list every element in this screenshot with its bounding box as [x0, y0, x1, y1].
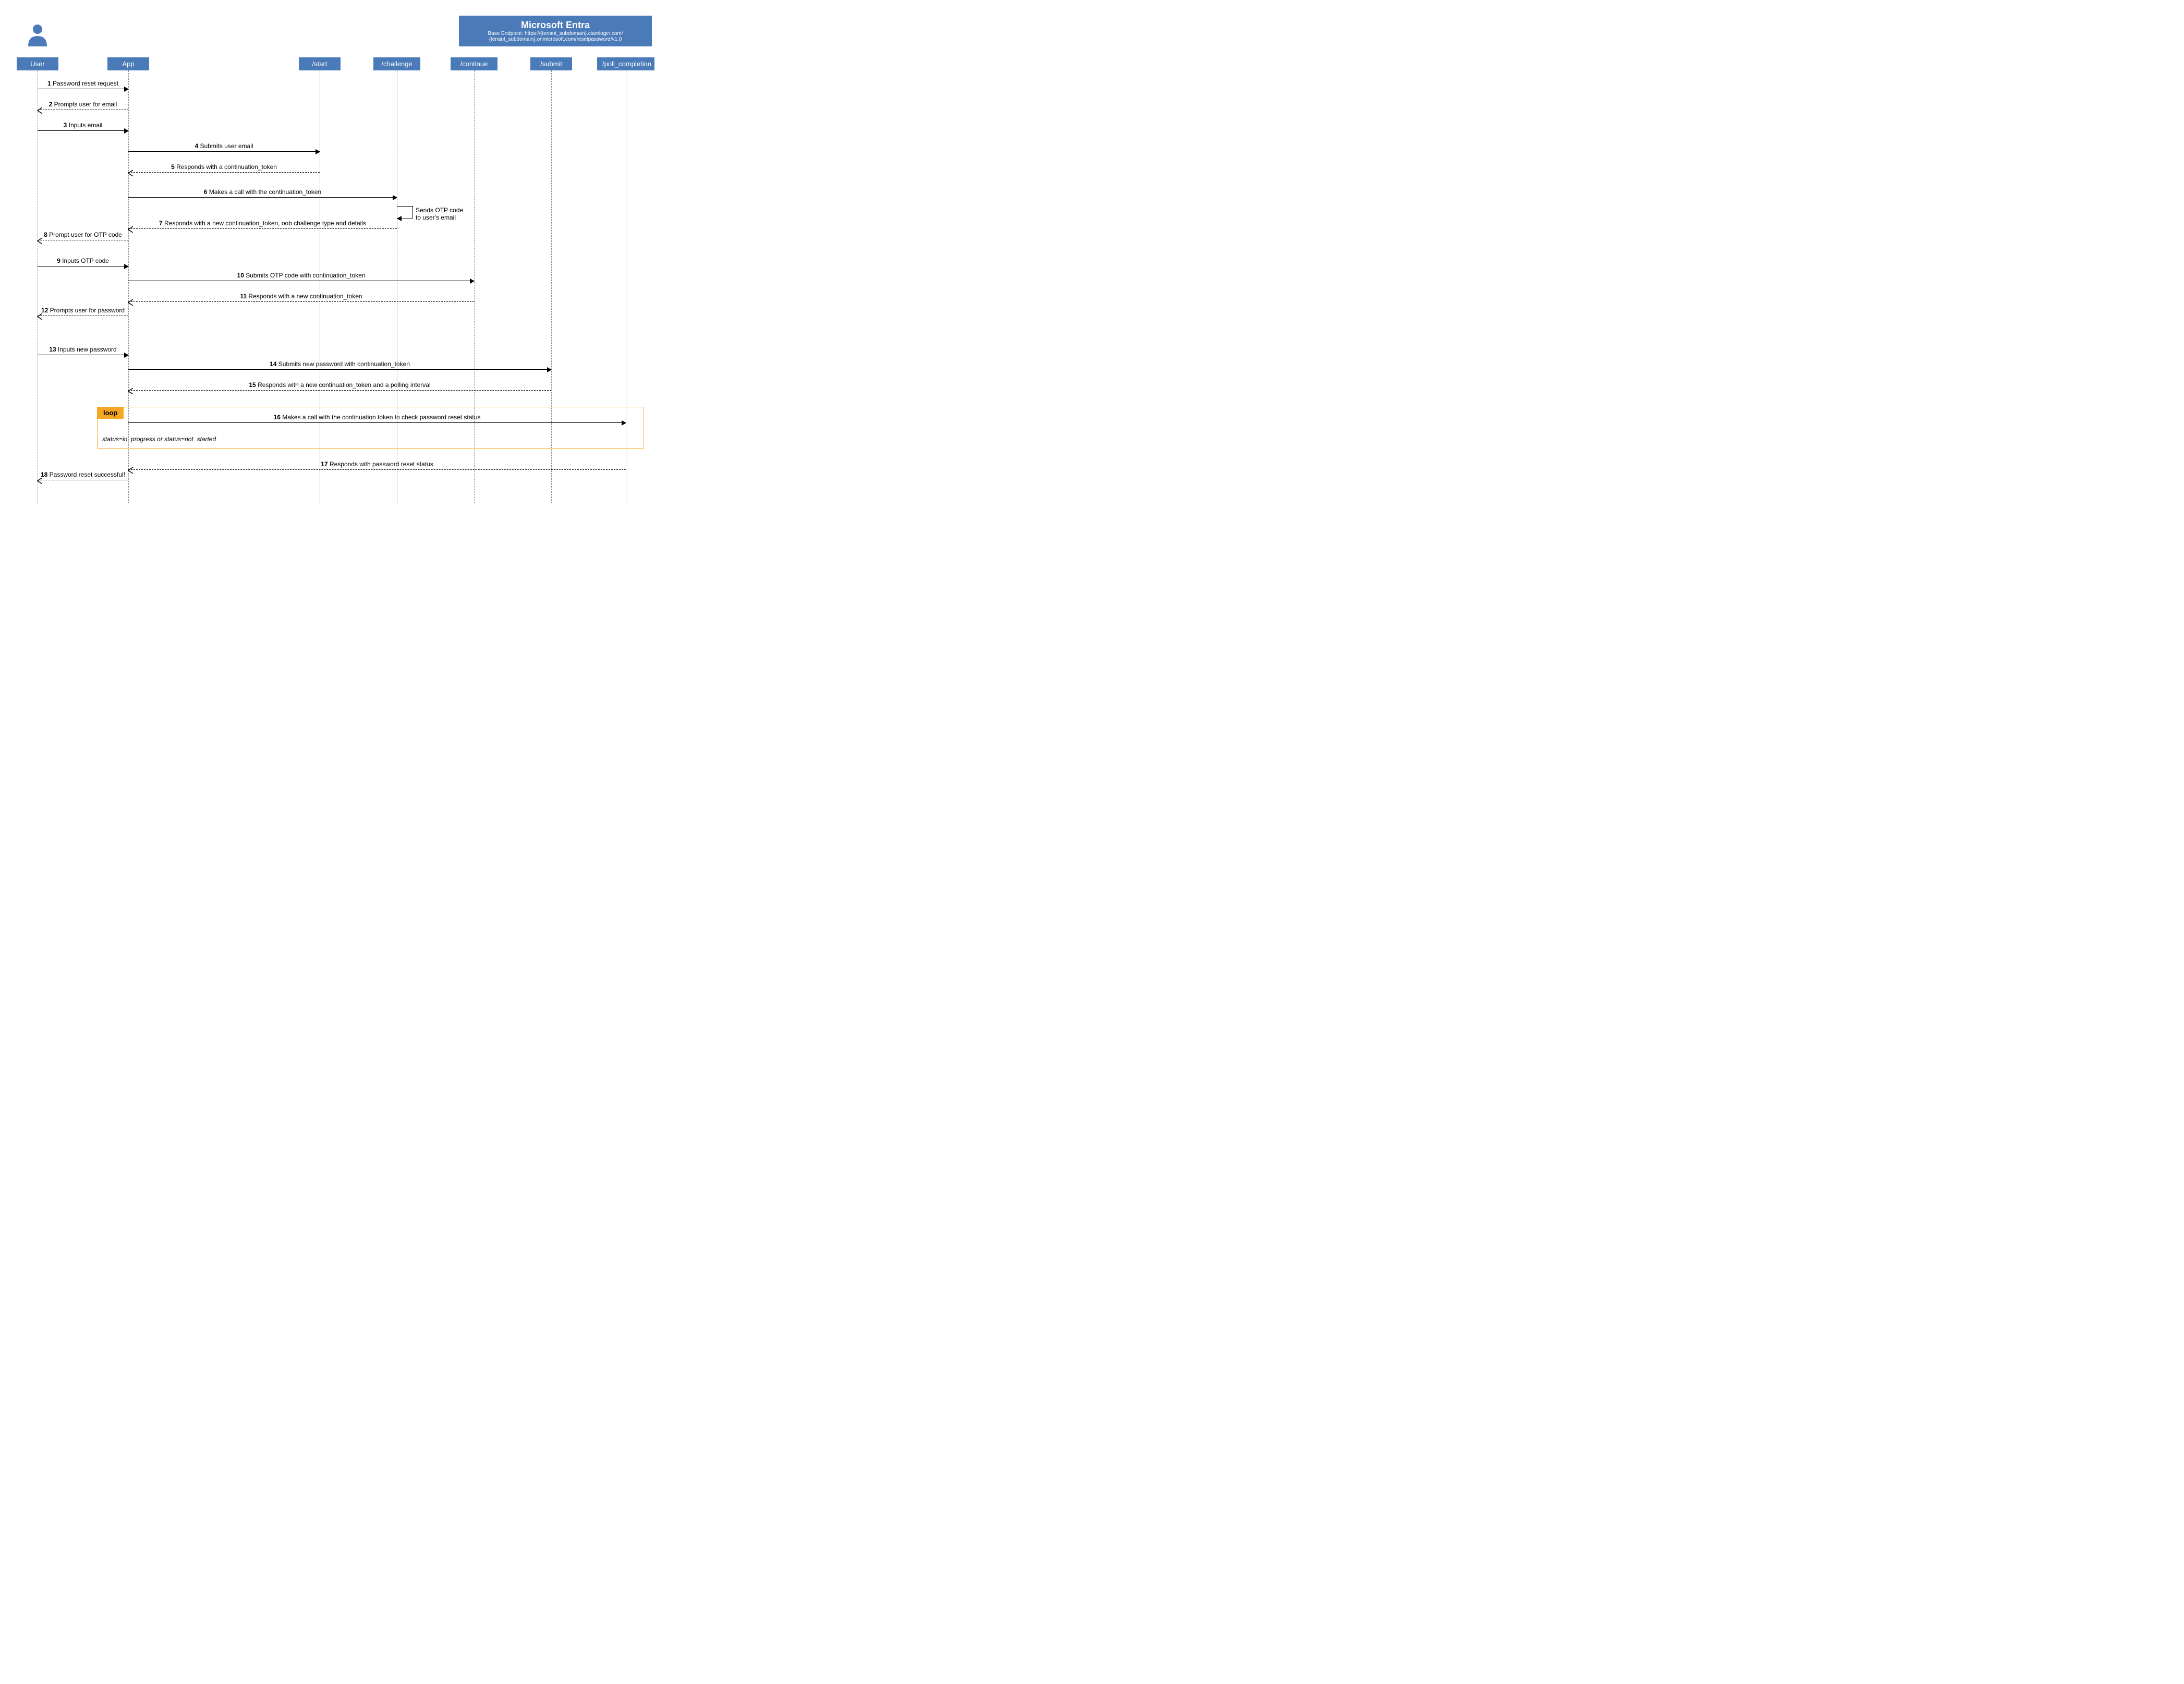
message-15 — [128, 390, 551, 391]
header-endpoint-line2: {tenant_subdomain}.onmicrosoft.com/reset… — [469, 37, 641, 42]
message-label-13: 13 Inputs new password — [38, 346, 128, 353]
message-label-3: 3 Inputs email — [38, 122, 128, 129]
message-label-7: 7 Responds with a new continuation_token… — [128, 220, 397, 227]
participant-continue: /continue — [451, 57, 498, 70]
participant-submit: /submit — [530, 57, 572, 70]
header-endpoint-line1: Base Endpoint: https://{tenant_subdomain… — [469, 31, 641, 37]
message-label-8: 8 Prompt user for OTP code — [38, 231, 128, 238]
message-label-14: 14 Submits new password with continuatio… — [128, 360, 551, 368]
self-message-label: Sends OTP codeto user's email — [416, 207, 463, 221]
message-label-9: 9 Inputs OTP code — [38, 257, 128, 264]
participant-poll: /poll_completion — [597, 57, 654, 70]
loop-tag: loop — [97, 407, 124, 419]
message-label-11: 11 Responds with a new continuation_toke… — [128, 293, 474, 300]
message-label-2: 2 Prompts user for email — [38, 101, 128, 108]
sequence-diagram: Microsoft Entra Base Endpoint: https://{… — [10, 10, 652, 506]
header-title: Microsoft Entra — [469, 20, 641, 31]
participant-user: User — [17, 57, 58, 70]
message-4 — [128, 151, 320, 152]
message-6 — [128, 197, 397, 198]
message-label-10: 10 Submits OTP code with continuation_to… — [128, 272, 474, 279]
message-14 — [128, 369, 551, 370]
message-label-4: 4 Submits user email — [128, 142, 320, 150]
message-3 — [38, 130, 128, 131]
message-17 — [128, 469, 626, 470]
participant-challenge: /challenge — [373, 57, 420, 70]
loop-condition: status=in_progress or status=not_started — [102, 435, 216, 443]
message-7 — [128, 228, 397, 229]
user-icon — [28, 23, 47, 46]
message-label-12: 12 Prompts user for password — [38, 307, 128, 314]
header-box: Microsoft Entra Base Endpoint: https://{… — [459, 16, 652, 46]
participant-app: App — [107, 57, 149, 70]
participant-start: /start — [299, 57, 341, 70]
message-label-5: 5 Responds with a continuation_token — [128, 163, 320, 171]
message-11 — [128, 301, 474, 302]
message-label-6: 6 Makes a call with the continuation_tok… — [128, 188, 397, 196]
message-label-17: 17 Responds with password reset status — [128, 461, 626, 468]
message-5 — [128, 172, 320, 173]
message-label-15: 15 Responds with a new continuation_toke… — [128, 381, 551, 389]
message-label-18: 18 Password reset successful! — [38, 471, 128, 478]
message-label-1: 1 Password reset request — [38, 80, 128, 87]
